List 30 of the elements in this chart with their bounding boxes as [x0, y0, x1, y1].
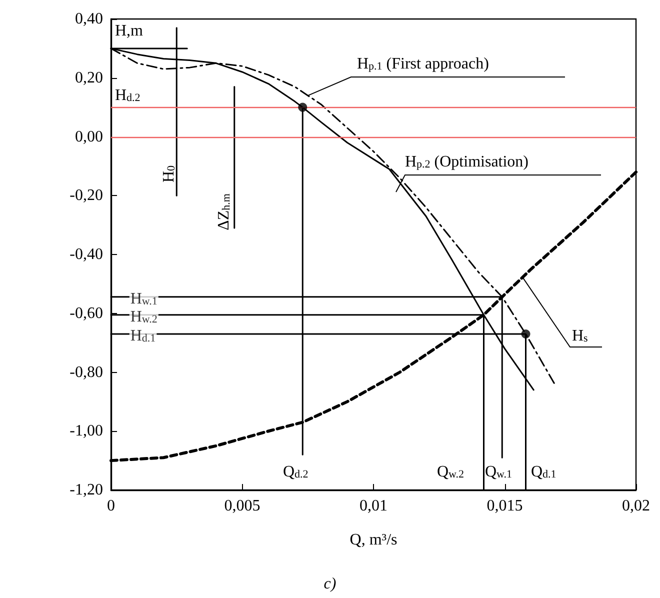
annotation: Qw.2: [437, 464, 464, 480]
annotation: Qd.1: [531, 464, 556, 480]
annotation: Hp.1 (First approach): [357, 56, 489, 72]
x-axis-title: Q, m³/s: [350, 532, 398, 548]
annotation: H0: [160, 164, 178, 183]
y-axis-title: H,m: [115, 22, 144, 40]
annotation: Hd.1: [130, 327, 156, 344]
y-tick-label: 0,20: [75, 69, 103, 86]
text: c): [324, 576, 336, 592]
y-tick-label: -0,40: [70, 246, 103, 263]
x-tick-label: 0,02: [622, 498, 650, 514]
y-tick-label: -1,00: [70, 422, 103, 440]
y-tick-label: 0,00: [75, 128, 103, 146]
annotation: Hp.2 (Optimisation): [405, 154, 529, 170]
y-tick-label: -0,80: [70, 364, 103, 381]
annotation: Qd.2: [283, 464, 308, 480]
annotation: Hs: [572, 328, 588, 344]
x-tick-label: 0: [107, 498, 115, 514]
y-tick-label: 0,40: [75, 10, 103, 28]
annotation: ΔZh.m: [216, 193, 232, 230]
annotation: Hw.2: [130, 308, 158, 326]
ref-line-label: Hd.2: [115, 86, 140, 104]
annotation: Qw.1: [485, 464, 512, 480]
x-tick-label: 0,005: [224, 498, 260, 514]
y-tick-label: -1,20: [70, 482, 103, 498]
annotation: Hw.1: [130, 290, 158, 308]
y-tick-label: -0,60: [70, 304, 103, 322]
y-tick-label: -0,20: [70, 187, 103, 204]
x-tick-label: 0,01: [360, 498, 388, 514]
x-tick-label: 0,015: [486, 498, 523, 514]
